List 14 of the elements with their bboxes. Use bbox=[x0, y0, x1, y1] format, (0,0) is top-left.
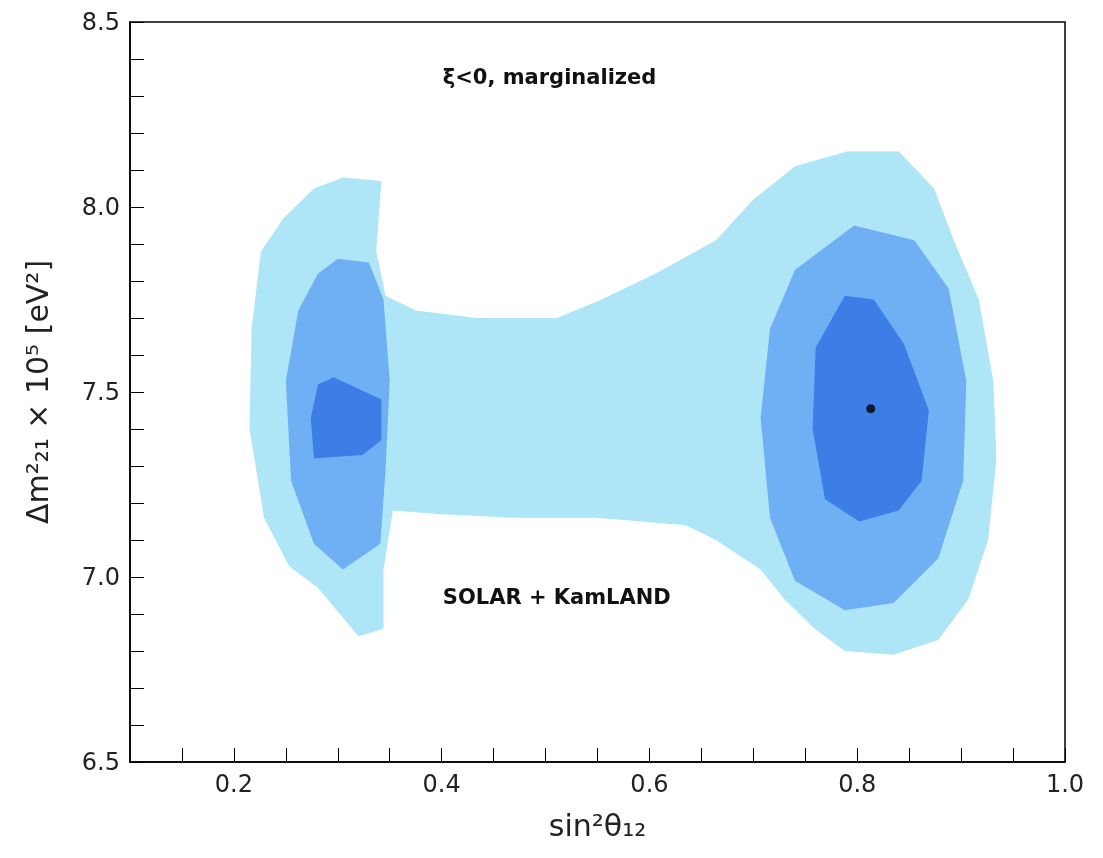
x-tick-label: 0.2 bbox=[214, 770, 253, 798]
y-tick-label: 7.0 bbox=[81, 563, 120, 591]
x-tick-label: 1.0 bbox=[1045, 770, 1085, 798]
x-axis-title: sin²θ₁₂ bbox=[548, 807, 647, 843]
x-tick-label: 0.6 bbox=[630, 770, 669, 798]
y-tick-label: 7.5 bbox=[81, 378, 120, 406]
y-tick-label: 8.0 bbox=[81, 193, 120, 221]
x-tick-label: 0.4 bbox=[422, 770, 461, 798]
y-tick-label: 6.5 bbox=[81, 748, 120, 776]
x-tick-label: 0.8 bbox=[838, 770, 877, 798]
annotation: ξ<0, marginalized bbox=[442, 64, 657, 89]
y-tick-label: 8.5 bbox=[81, 8, 120, 36]
annotation: SOLAR + KamLAND bbox=[442, 584, 671, 609]
y-axis-title: Δm²₂₁ × 10⁵ [eV²] bbox=[19, 259, 55, 525]
